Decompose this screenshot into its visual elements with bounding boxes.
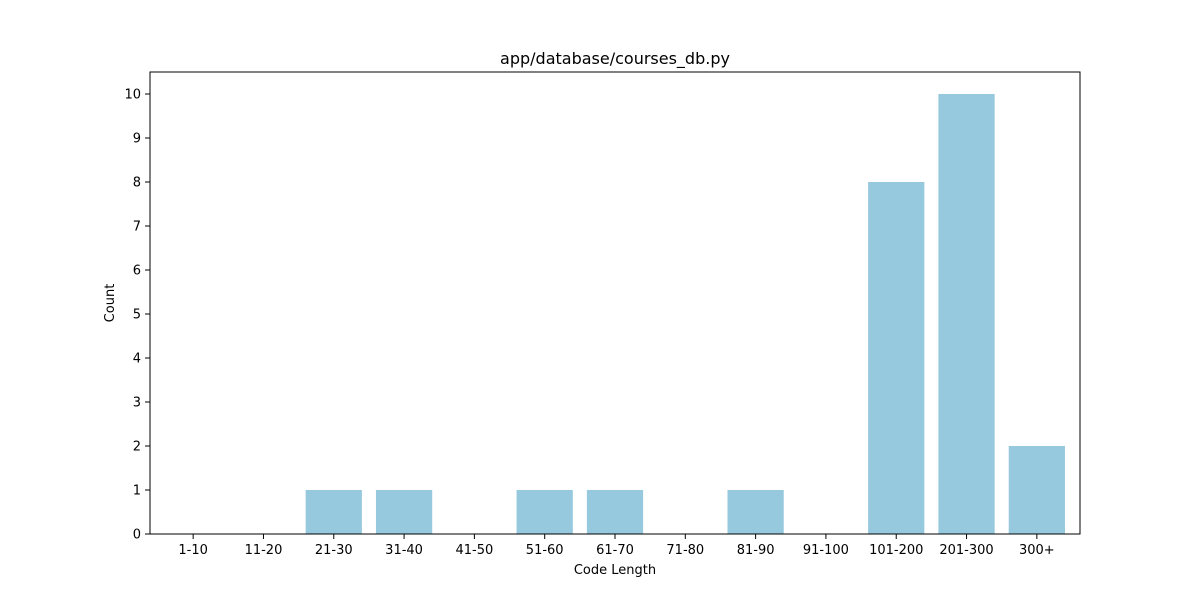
x-axis-ticks: 1-10 11-20 21-30 31-40 41-50 51-60 61-70 71-80 8… <box>178 534 1055 558</box>
x-tick-label: 61-70 <box>596 543 634 558</box>
bar-21-30 <box>305 490 362 534</box>
x-tick-label: 201-300 <box>939 543 993 558</box>
x-tick-label: 11-20 <box>245 543 283 558</box>
x-tick-label: 101-200 <box>869 543 923 558</box>
bar-51-60 <box>516 490 573 534</box>
bar-81-90 <box>727 490 784 534</box>
y-tick-label: 0 <box>133 528 141 543</box>
bar-101-200 <box>868 182 925 534</box>
x-tick-label: 21-30 <box>315 543 353 558</box>
y-axis-ticks: 0 1 2 3 4 5 6 7 8 9 10 <box>124 88 150 543</box>
bar-61-70 <box>586 490 644 534</box>
x-tick-label: 41-50 <box>455 543 493 558</box>
y-tick-label: 2 <box>133 440 141 455</box>
x-tick-label: 91-100 <box>803 543 849 558</box>
chart-title: app/database/courses_db.py <box>500 49 730 69</box>
x-tick-label: 300+ <box>1019 543 1055 558</box>
y-tick-label: 4 <box>133 352 141 367</box>
y-tick-label: 6 <box>133 264 141 279</box>
x-tick-label: 31-40 <box>385 543 423 558</box>
x-axis-label: Code Length <box>574 563 656 578</box>
y-tick-label: 5 <box>133 308 141 323</box>
bar-300+ <box>1008 446 1065 534</box>
x-tick-label: 81-90 <box>737 543 775 558</box>
y-tick-label: 1 <box>133 484 141 499</box>
bars-group <box>305 94 1065 534</box>
y-tick-label: 7 <box>133 220 141 235</box>
bar-201-300 <box>938 94 995 534</box>
y-axis-label: Count <box>103 284 118 323</box>
bar-31-40 <box>375 490 433 534</box>
y-tick-label: 10 <box>124 88 141 103</box>
y-tick-label: 9 <box>133 132 141 147</box>
x-tick-label: 51-60 <box>526 543 564 558</box>
y-tick-label: 8 <box>133 176 141 191</box>
plot-frame <box>149 71 1081 535</box>
y-tick-label: 3 <box>133 396 141 411</box>
x-tick-label: 71-80 <box>666 543 704 558</box>
x-tick-label: 1-10 <box>178 543 208 558</box>
